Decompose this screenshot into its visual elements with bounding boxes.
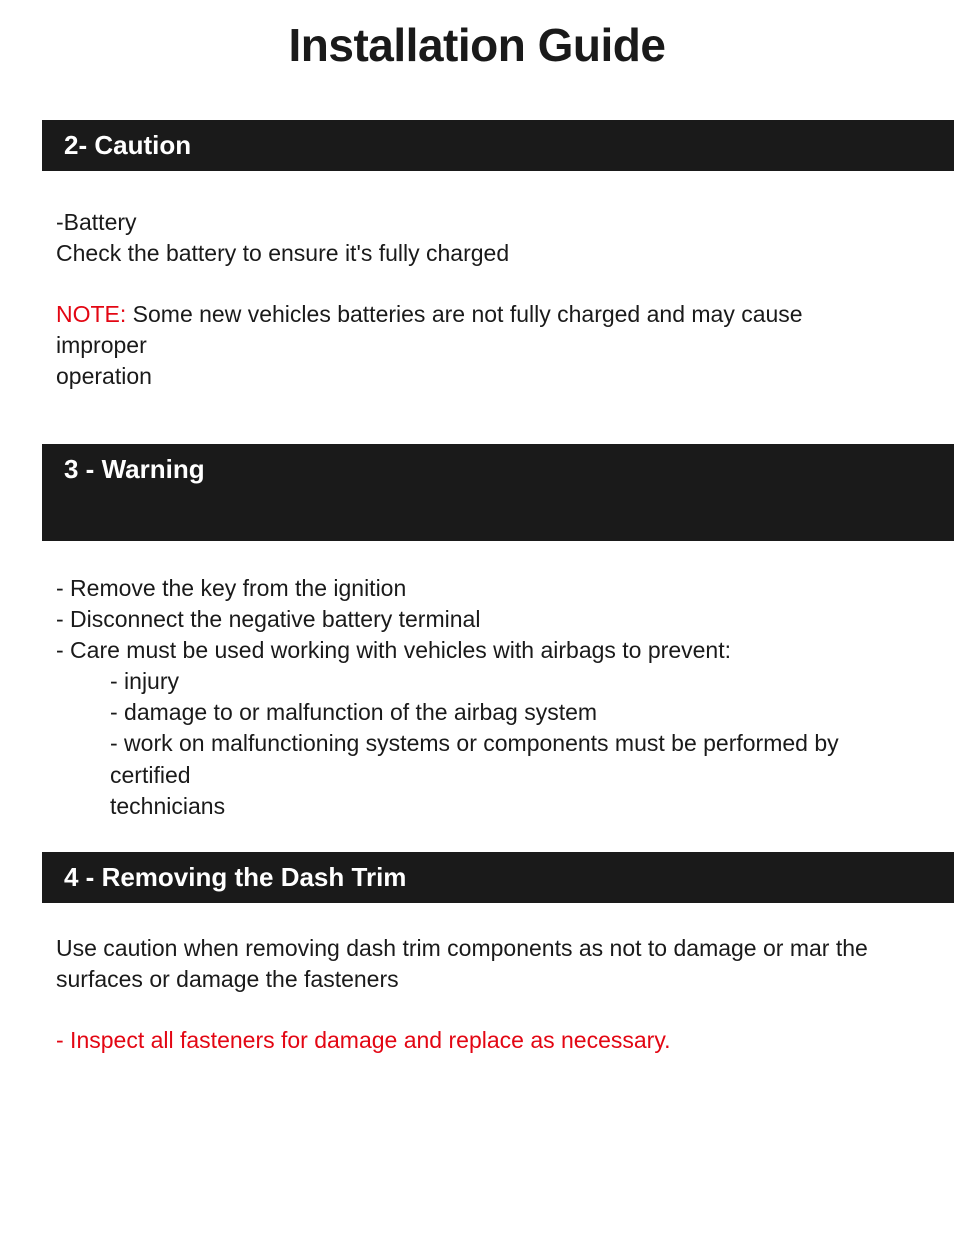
page-title: Installation Guide [0, 18, 954, 72]
caution-note: NOTE: Some new vehicles batteries are no… [56, 299, 898, 361]
section-header-dashtrim: 4 - Removing the Dash Trim [42, 852, 954, 903]
note-text-1: Some new vehicles batteries are not full… [56, 301, 803, 358]
section-header-warning: 3 - Warning [42, 444, 954, 541]
section-header-caution: 2- Caution [42, 120, 954, 171]
section-body-caution: -Battery Check the battery to ensure it'… [0, 171, 954, 444]
dashtrim-para-1: Use caution when removing dash trim comp… [56, 933, 898, 995]
caution-line-check: Check the battery to ensure it's fully c… [56, 238, 898, 269]
caution-line-battery: -Battery [56, 207, 898, 238]
section-body-dashtrim: Use caution when removing dash trim comp… [0, 903, 954, 1080]
note-text-2: operation [56, 361, 898, 392]
warning-subitem-4: technicians [56, 791, 898, 822]
warning-subitem-3: - work on malfunctioning systems or comp… [56, 728, 898, 790]
note-label: NOTE: [56, 301, 126, 327]
warning-item-1: - Remove the key from the ignition [56, 573, 898, 604]
dashtrim-red-line: - Inspect all fasteners for damage and r… [56, 1025, 898, 1056]
warning-item-3: - Care must be used working with vehicle… [56, 635, 898, 666]
warning-item-2: - Disconnect the negative battery termin… [56, 604, 898, 635]
section-body-warning: - Remove the key from the ignition - Dis… [0, 541, 954, 851]
warning-subitem-2: - damage to or malfunction of the airbag… [56, 697, 898, 728]
warning-subitem-1: - injury [56, 666, 898, 697]
